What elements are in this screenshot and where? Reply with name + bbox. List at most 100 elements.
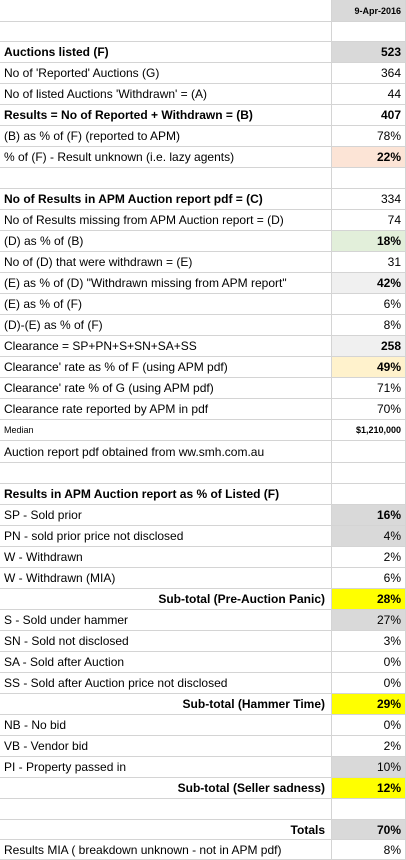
row-label: Sub-total (Hammer Time)	[182, 697, 325, 711]
sheet-row: No of Results in APM Auction report pdf …	[0, 189, 406, 210]
row-label: SP - Sold prior	[4, 508, 82, 522]
row-label	[0, 22, 331, 41]
sheet-row: Clearance = SP+PN+S+SN+SA+SS 258	[0, 336, 406, 357]
row-value: 78%	[376, 129, 401, 143]
row-value: 18%	[332, 231, 405, 251]
row-value: 22%	[332, 147, 405, 167]
row-value: 334	[380, 192, 401, 206]
row-value: 44	[387, 87, 401, 101]
row-label: (E) as % of (F)	[4, 297, 83, 311]
row-value: 12%	[332, 778, 405, 798]
row-value: $1,210,000	[355, 425, 401, 435]
row-label: Auctions listed (F)	[4, 45, 109, 59]
sheet-row: Sub-total (Seller sadness) 12%	[0, 778, 406, 799]
row-value: 8%	[383, 842, 401, 857]
sheet-row: PI - Property passed in 10%	[0, 757, 406, 778]
sheet-row: Clearance' rate as % of F (using APM pdf…	[0, 357, 406, 378]
row-value: 0%	[383, 718, 401, 732]
row-label: VB - Vendor bid	[4, 739, 89, 753]
date-header-cell: 9-Apr-2016	[332, 0, 405, 21]
row-label: No of 'Reported' Auctions (G)	[4, 66, 160, 80]
row-label: (D)-(E) as % of (F)	[4, 318, 103, 332]
sheet-row: W - Withdrawn (MIA) 6%	[0, 568, 406, 589]
sheet-row: NB - No bid 0%	[0, 715, 406, 736]
sheet-row: (E) as % of (D) "Withdrawn missing from …	[0, 273, 406, 294]
sheet-row: Clearance' rate % of G (using APM pdf) 71…	[0, 378, 406, 399]
row-label: SN - Sold not disclosed	[4, 634, 129, 648]
row-value	[332, 22, 405, 41]
sheet-row: No of listed Auctions 'Withdrawn' = (A) 4…	[0, 84, 406, 105]
sheet-row	[0, 799, 406, 820]
sheet-row	[0, 168, 406, 189]
sheet-row: PN - sold prior price not disclosed 4%	[0, 526, 406, 547]
sheet-row: W - Withdrawn 2%	[0, 547, 406, 568]
sheet-row: Results = No of Reported + Withdrawn = (…	[0, 105, 406, 126]
row-label: Median	[4, 424, 34, 435]
row-label: Clearance rate reported by APM in pdf	[4, 402, 209, 416]
row-label: Results MIA ( breakdown unknown - not in…	[4, 842, 282, 857]
header-row: 9-Apr-2016	[0, 0, 406, 22]
row-label: (D) as % of (B)	[4, 234, 84, 248]
sheet-row: (E) as % of (F) 6%	[0, 294, 406, 315]
row-value	[332, 441, 405, 462]
row-value: 8%	[383, 318, 401, 332]
sheet-row: (B) as % of (F) (reported to APM) 78%	[0, 126, 406, 147]
row-label: W - Withdrawn	[4, 550, 83, 564]
row-value: 74	[387, 213, 401, 227]
sheet-row: No of Results missing from APM Auction r…	[0, 210, 406, 231]
row-label: Results = No of Reported + Withdrawn = (…	[4, 108, 253, 122]
row-value: 407	[380, 108, 401, 122]
row-value: 42%	[332, 273, 405, 293]
row-label: (B) as % of (F) (reported to APM)	[4, 129, 181, 143]
row-label: No of Results in APM Auction report pdf …	[4, 192, 263, 206]
row-value: 4%	[332, 526, 405, 546]
sheet-row	[0, 463, 406, 484]
sheet-row: VB - Vendor bid 2%	[0, 736, 406, 757]
row-value: 31	[387, 255, 401, 269]
row-label	[0, 168, 331, 188]
sheet-row: SS - Sold after Auction price not disclo…	[0, 673, 406, 694]
sheet-row: Clearance rate reported by APM in pdf 70%	[0, 399, 406, 420]
row-value: 258	[332, 336, 405, 356]
row-label: PI - Property passed in	[4, 760, 127, 774]
row-label: PN - sold prior price not disclosed	[4, 529, 184, 543]
row-value: 70%	[332, 820, 405, 839]
row-label: Sub-total (Seller sadness)	[177, 781, 325, 795]
row-label: S - Sold under hammer	[4, 613, 129, 627]
sheet-row: No of (D) that were withdrawn = (E) 31	[0, 252, 406, 273]
row-label: Totals	[290, 822, 325, 837]
row-label: No of Results missing from APM Auction r…	[4, 213, 284, 227]
sheet-row: No of 'Reported' Auctions (G) 364	[0, 63, 406, 84]
sheet-row: Auction report pdf obtained from ww.smh.…	[0, 441, 406, 463]
row-label: Sub-total (Pre-Auction Panic)	[158, 592, 325, 606]
sheet-row: Median $1,210,000	[0, 420, 406, 441]
row-label	[0, 799, 331, 819]
row-label: Results in APM Auction report as % of Li…	[4, 487, 280, 501]
row-label: NB - No bid	[4, 718, 67, 732]
row-label: SA - Sold after Auction	[4, 655, 125, 669]
sheet-row	[0, 22, 406, 42]
row-label: No of (D) that were withdrawn = (E)	[4, 255, 193, 269]
row-label	[0, 463, 331, 483]
row-value: 70%	[376, 402, 401, 416]
sheet-row: Sub-total (Pre-Auction Panic) 28%	[0, 589, 406, 610]
sheet-row: Auctions listed (F) 523	[0, 42, 406, 63]
row-label: (E) as % of (D) "Withdrawn missing from …	[4, 276, 287, 290]
sheet-row: Totals 70%	[0, 820, 406, 840]
sheet-row: SP - Sold prior 16%	[0, 505, 406, 526]
row-value: 28%	[332, 589, 405, 609]
sheet-row: S - Sold under hammer 27%	[0, 610, 406, 631]
sheet-row: % of (F) - Result unknown (i.e. lazy age…	[0, 147, 406, 168]
row-value: 10%	[332, 757, 405, 777]
sheet-row: Results in APM Auction report as % of Li…	[0, 484, 406, 505]
row-value: 6%	[383, 571, 401, 585]
row-value: 2%	[383, 550, 401, 564]
sheet-row: (D)-(E) as % of (F) 8%	[0, 315, 406, 336]
sheet-row: Results MIA ( breakdown unknown - not in…	[0, 840, 406, 860]
row-value: 2%	[383, 739, 401, 753]
row-value: 523	[332, 42, 405, 62]
sheet-row: (D) as % of (B) 18%	[0, 231, 406, 252]
row-value	[332, 463, 405, 483]
row-value: 0%	[383, 655, 401, 669]
